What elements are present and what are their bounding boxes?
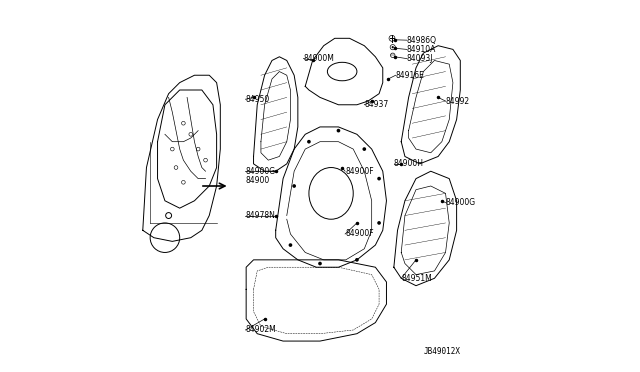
Text: 84978N: 84978N bbox=[245, 211, 275, 220]
Circle shape bbox=[377, 221, 381, 225]
Text: 84900F: 84900F bbox=[345, 230, 374, 238]
Text: 84910A: 84910A bbox=[407, 45, 436, 54]
Text: 84900: 84900 bbox=[245, 176, 269, 185]
Text: 84900M: 84900M bbox=[303, 54, 334, 63]
Circle shape bbox=[318, 262, 322, 265]
Circle shape bbox=[289, 243, 292, 247]
Text: 84950: 84950 bbox=[245, 95, 269, 104]
Text: 84900G: 84900G bbox=[245, 167, 276, 176]
Text: 84902M: 84902M bbox=[245, 326, 276, 334]
Text: 84900H: 84900H bbox=[394, 159, 424, 169]
Text: 84093J: 84093J bbox=[407, 54, 433, 63]
Text: 84937: 84937 bbox=[364, 100, 388, 109]
Circle shape bbox=[337, 129, 340, 132]
Circle shape bbox=[355, 258, 359, 262]
Circle shape bbox=[292, 184, 296, 188]
Text: 84951M: 84951M bbox=[401, 274, 432, 283]
Text: 84992: 84992 bbox=[445, 97, 470, 106]
Text: 84900G: 84900G bbox=[445, 198, 476, 207]
Circle shape bbox=[307, 140, 311, 144]
Circle shape bbox=[392, 46, 394, 48]
Circle shape bbox=[362, 147, 366, 151]
Text: 84986Q: 84986Q bbox=[407, 36, 436, 45]
Text: JB49012X: JB49012X bbox=[423, 347, 460, 356]
Text: 84900F: 84900F bbox=[345, 167, 374, 176]
Text: 84916E: 84916E bbox=[396, 71, 424, 80]
Circle shape bbox=[377, 177, 381, 180]
